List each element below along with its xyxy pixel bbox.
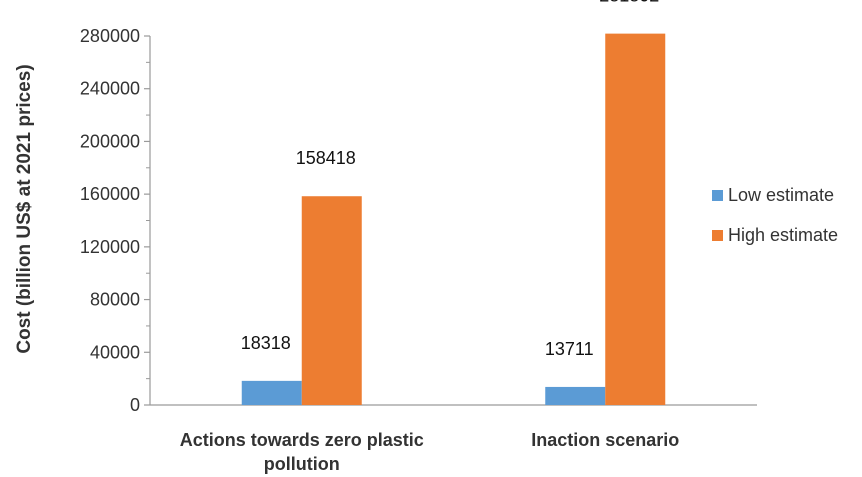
bar-high-estimate [301, 196, 362, 405]
legend-swatch [712, 230, 723, 241]
y-tick-label: 120000 [80, 237, 140, 257]
data-label: 158418 [296, 148, 356, 168]
bar-low-estimate [241, 380, 302, 405]
legend-label: Low estimate [728, 185, 834, 205]
legend: Low estimate High estimate [712, 185, 838, 245]
x-axis: Actions towards zero plastic pollution Ina… [150, 404, 757, 474]
bars [241, 33, 666, 406]
data-label: 281802 [599, 0, 659, 6]
y-tick-label: 40000 [90, 342, 140, 362]
legend-swatch [712, 190, 723, 201]
data-labels: 18318 158418 13711 281802 [241, 0, 660, 359]
legend-label: High estimate [728, 225, 838, 245]
x-category-label: pollution [264, 454, 340, 474]
y-tick-label: 80000 [90, 290, 140, 310]
y-axis: 0 40000 80000 120000 160000 200000 240000 28000… [80, 26, 151, 415]
x-category-label: Actions towards zero plastic [180, 430, 424, 450]
y-tick-label: 0 [130, 395, 140, 415]
data-label: 18318 [241, 333, 291, 353]
y-tick-label: 200000 [80, 131, 140, 151]
y-tick-label: 240000 [80, 79, 140, 99]
y-tick-label: 280000 [80, 26, 140, 46]
y-tick-label: 160000 [80, 184, 140, 204]
bar-low-estimate [545, 386, 606, 405]
x-category-label: Inaction scenario [531, 430, 679, 450]
data-label: 13711 [545, 339, 594, 359]
y-axis-label: Cost (billion US$ at 2021 prices) [14, 64, 35, 353]
bar-high-estimate [605, 33, 666, 406]
